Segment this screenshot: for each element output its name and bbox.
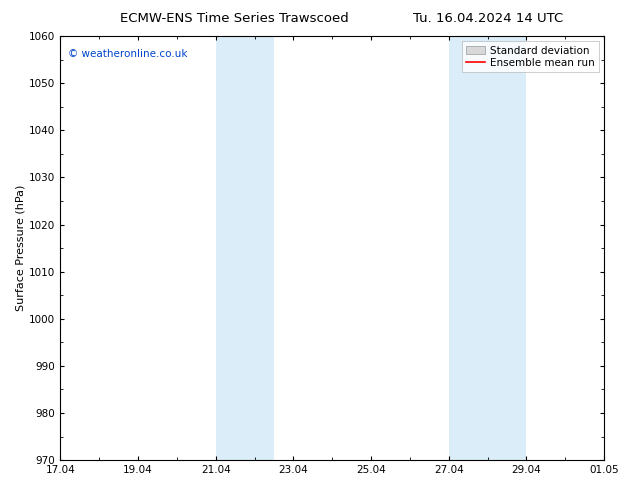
Text: Tu. 16.04.2024 14 UTC: Tu. 16.04.2024 14 UTC [413, 12, 563, 25]
Bar [216, 36, 274, 460]
Text: ECMW-ENS Time Series Trawscoed: ECMW-ENS Time Series Trawscoed [120, 12, 349, 25]
Y-axis label: Surface Pressure (hPa): Surface Pressure (hPa) [15, 185, 25, 311]
Legend: Standard deviation, Ensemble mean run: Standard deviation, Ensemble mean run [462, 41, 599, 72]
Text: © weatheronline.co.uk: © weatheronline.co.uk [68, 49, 188, 59]
Bar [449, 36, 526, 460]
